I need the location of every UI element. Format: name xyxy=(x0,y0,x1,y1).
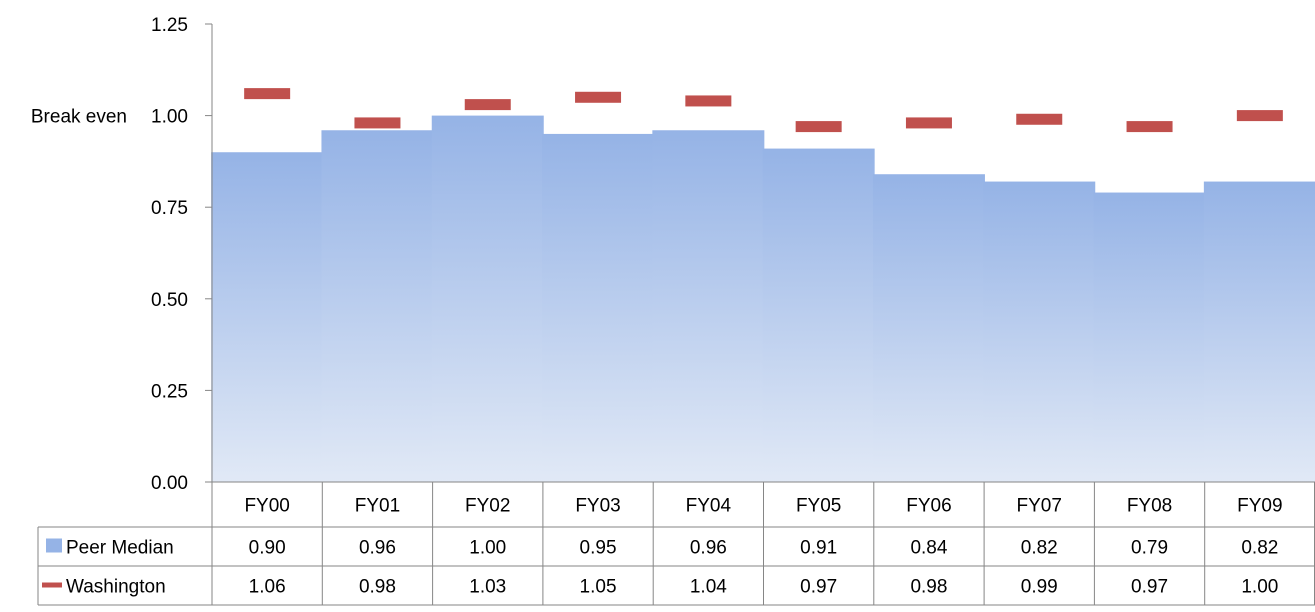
legend-peer-median: Peer Median xyxy=(66,538,174,559)
data-table: FY00 FY01 FY02 FY03 FY04 FY05 FY06 FY07 FY08 FY09… xyxy=(37,481,1315,606)
bar-fy08 xyxy=(1093,192,1206,482)
washington-value: 1.06 xyxy=(249,577,286,598)
bar-fy01 xyxy=(321,130,434,483)
peer-median-value: 1.00 xyxy=(469,538,506,559)
marker-fy00 xyxy=(244,88,291,100)
washington-value: 0.98 xyxy=(359,577,396,598)
washington-value: 1.00 xyxy=(1241,577,1278,598)
x-tick-label: FY09 xyxy=(1237,496,1282,517)
x-tick-label: FY05 xyxy=(796,496,841,517)
washington-value: 1.05 xyxy=(580,577,617,598)
washington-value: 0.99 xyxy=(1021,577,1058,598)
y-tick-label: 1.25 xyxy=(151,15,188,36)
peer-median-value: 0.95 xyxy=(580,538,617,559)
bar-fy04 xyxy=(652,130,765,483)
legend-peer-median-swatch xyxy=(46,538,62,553)
marker-fy01 xyxy=(354,117,401,129)
bar-fy09 xyxy=(1203,181,1315,482)
x-tick-label: FY02 xyxy=(465,496,510,517)
y-tick-label: 0.75 xyxy=(151,198,188,219)
peer-median-value: 0.82 xyxy=(1241,538,1278,559)
marker-fy09 xyxy=(1236,110,1283,122)
peer-median-value: 0.90 xyxy=(249,538,286,559)
peer-median-value: 0.91 xyxy=(800,538,837,559)
y-tick-label: 0.25 xyxy=(151,381,188,402)
washington-value: 0.97 xyxy=(800,577,837,598)
peer-median-value: 0.82 xyxy=(1021,538,1058,559)
x-tick-label: FY07 xyxy=(1017,496,1062,517)
y-tick-label: 0.00 xyxy=(151,473,188,494)
bar-fy06 xyxy=(872,174,985,482)
bar-fy02 xyxy=(431,115,544,482)
x-tick-label: FY08 xyxy=(1127,496,1172,517)
bar-fy07 xyxy=(983,181,1096,482)
marker-fy08 xyxy=(1126,121,1173,133)
x-tick-label: FY06 xyxy=(906,496,951,517)
x-tick-label: FY00 xyxy=(244,496,289,517)
legend-washington-swatch xyxy=(42,582,62,588)
washington-value: 1.03 xyxy=(469,577,506,598)
washington-value: 0.98 xyxy=(910,577,947,598)
marker-fy07 xyxy=(1016,113,1063,125)
x-tick-label: FY04 xyxy=(686,496,732,517)
legend-washington: Washington xyxy=(66,577,166,598)
marker-fy02 xyxy=(464,99,511,111)
plot-area: 0.00 0.25 0.50 0.75 1.00 1.25 Break even xyxy=(31,15,1315,494)
marker-fy06 xyxy=(905,117,952,129)
x-tick-label: FY03 xyxy=(575,496,620,517)
bar-fy00 xyxy=(211,152,324,483)
peer-median-value: 0.79 xyxy=(1131,538,1168,559)
marker-fy05 xyxy=(795,121,842,133)
x-tick-label: FY01 xyxy=(355,496,400,517)
peer-median-value: 0.84 xyxy=(910,538,947,559)
marker-fy04 xyxy=(685,95,732,107)
break-even-label: Break even xyxy=(31,107,127,128)
peer-median-value: 0.96 xyxy=(690,538,727,559)
washington-value: 0.97 xyxy=(1131,577,1168,598)
y-tick-label: 1.00 xyxy=(151,107,188,128)
peer-median-value: 0.96 xyxy=(359,538,396,559)
washington-value: 1.04 xyxy=(690,577,727,598)
marker-fy03 xyxy=(575,91,622,103)
bar-fy05 xyxy=(762,148,875,483)
bar-fy03 xyxy=(542,133,655,483)
y-tick-label: 0.50 xyxy=(151,290,188,311)
